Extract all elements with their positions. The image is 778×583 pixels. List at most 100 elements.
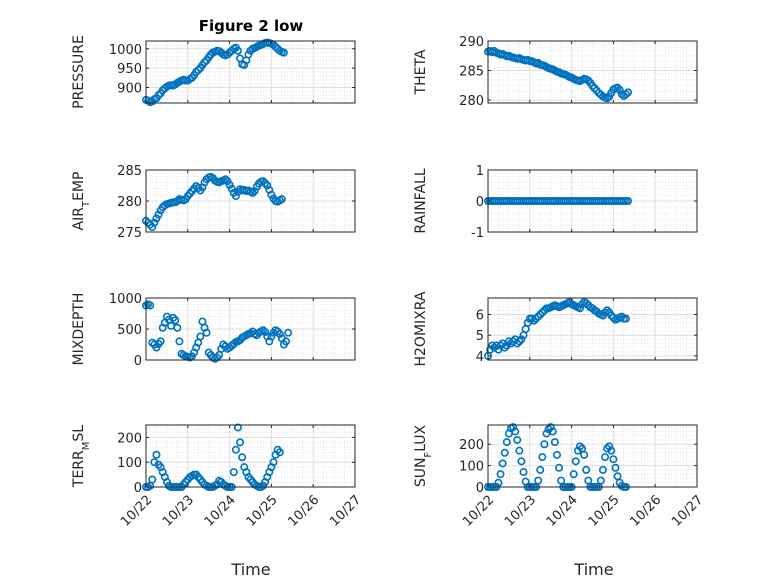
- data-point: [571, 457, 580, 466]
- data-point: [611, 463, 620, 472]
- y-axis-label: PRESSURE: [71, 35, 87, 109]
- data-point: [582, 465, 591, 474]
- y-tick-label: 950: [117, 62, 142, 77]
- data-point: [607, 446, 616, 455]
- data-point: [540, 306, 549, 315]
- data-point: [238, 453, 247, 462]
- x-axis-label-right: Time: [573, 560, 613, 579]
- data-point: [196, 332, 205, 341]
- data-point: [269, 458, 278, 467]
- y-axis-label: MIXDEPTH: [71, 293, 87, 366]
- y-tick-label: 0: [134, 481, 142, 496]
- axes-box: [487, 424, 698, 488]
- data-point: [617, 312, 626, 321]
- data-point: [275, 329, 284, 338]
- y-tick-label: 5: [476, 329, 484, 344]
- y-tick-label: 200: [459, 438, 484, 453]
- data-point: [624, 88, 633, 97]
- data-point: [569, 470, 578, 479]
- data-point: [515, 337, 524, 346]
- data-point: [244, 50, 253, 59]
- data-point: [200, 58, 209, 67]
- data-point: [231, 445, 240, 454]
- y-tick-label: 290: [459, 35, 484, 50]
- data-point: [284, 328, 293, 337]
- subplot-4: -1 0 1 RAINFALL: [413, 164, 698, 241]
- data-point: [248, 188, 257, 197]
- data-point: [536, 465, 545, 474]
- y-tick-label: 100: [117, 456, 142, 471]
- data-point: [259, 177, 268, 186]
- figure-title: Figure 2 low: [199, 17, 304, 35]
- data-point: [555, 463, 564, 472]
- data-point: [515, 446, 524, 455]
- data-point: [150, 218, 159, 227]
- subplot-6: 4 5 6 H2OMIXRA: [413, 291, 698, 367]
- data-point: [202, 328, 211, 337]
- subplot-5: 0 500 1000 MIXDEPTH: [71, 292, 356, 369]
- data-point: [498, 459, 507, 468]
- y-tick-label: 1000: [109, 292, 142, 307]
- data-point: [277, 195, 286, 204]
- axes-box: [145, 424, 356, 488]
- data-point: [519, 468, 528, 477]
- y-axis-label: RAINFALL: [413, 168, 429, 233]
- data-point: [511, 427, 520, 436]
- data-point: [513, 435, 522, 444]
- data-point: [534, 476, 543, 485]
- data-point: [486, 345, 495, 354]
- data-point: [598, 465, 607, 474]
- data-point: [538, 308, 547, 317]
- data-point: [538, 453, 547, 462]
- data-point: [509, 423, 518, 432]
- data-point: [601, 308, 610, 317]
- data-point: [621, 314, 630, 323]
- data-point: [171, 316, 180, 325]
- data-point: [275, 448, 284, 457]
- data-point: [624, 197, 633, 206]
- y-tick-label: 200: [117, 431, 142, 446]
- data-point: [529, 316, 538, 325]
- data-point: [603, 306, 612, 315]
- data-point: [502, 438, 511, 447]
- data-point: [605, 442, 614, 451]
- y-axis-label: THETA: [413, 49, 429, 95]
- data-point: [250, 187, 259, 196]
- data-point: [517, 457, 526, 466]
- y-tick-label: 6: [476, 309, 484, 324]
- data-point: [279, 48, 288, 57]
- data-point: [575, 304, 584, 313]
- data-point: [534, 312, 543, 321]
- y-axis-label: AIRTEMP: [71, 172, 92, 231]
- y-tick-label: 1: [476, 164, 484, 179]
- data-point: [229, 468, 238, 477]
- data-point: [607, 311, 616, 320]
- data-point: [546, 423, 555, 432]
- data-point: [173, 323, 182, 332]
- axes-box: [145, 40, 356, 104]
- data-point: [233, 423, 242, 432]
- data-point: [550, 438, 559, 447]
- data-point: [263, 181, 272, 190]
- data-point: [146, 301, 155, 310]
- data-point: [548, 427, 557, 436]
- y-tick-label: 0: [476, 481, 484, 496]
- data-point: [156, 337, 165, 346]
- data-point: [532, 314, 541, 323]
- data-point: [544, 425, 553, 434]
- data-point: [609, 455, 618, 464]
- data-point: [540, 440, 549, 449]
- data-point: [488, 341, 497, 350]
- data-point: [502, 341, 511, 350]
- data-point: [282, 337, 291, 346]
- data-point: [517, 335, 526, 344]
- data-point: [227, 184, 236, 193]
- data-point: [552, 450, 561, 459]
- data-point: [494, 478, 503, 487]
- y-tick-label: 275: [117, 226, 142, 241]
- y-tick-label: 500: [117, 323, 142, 338]
- data-point: [259, 326, 268, 335]
- y-tick-label: 285: [117, 164, 142, 179]
- y-tick-label: 100: [459, 460, 484, 475]
